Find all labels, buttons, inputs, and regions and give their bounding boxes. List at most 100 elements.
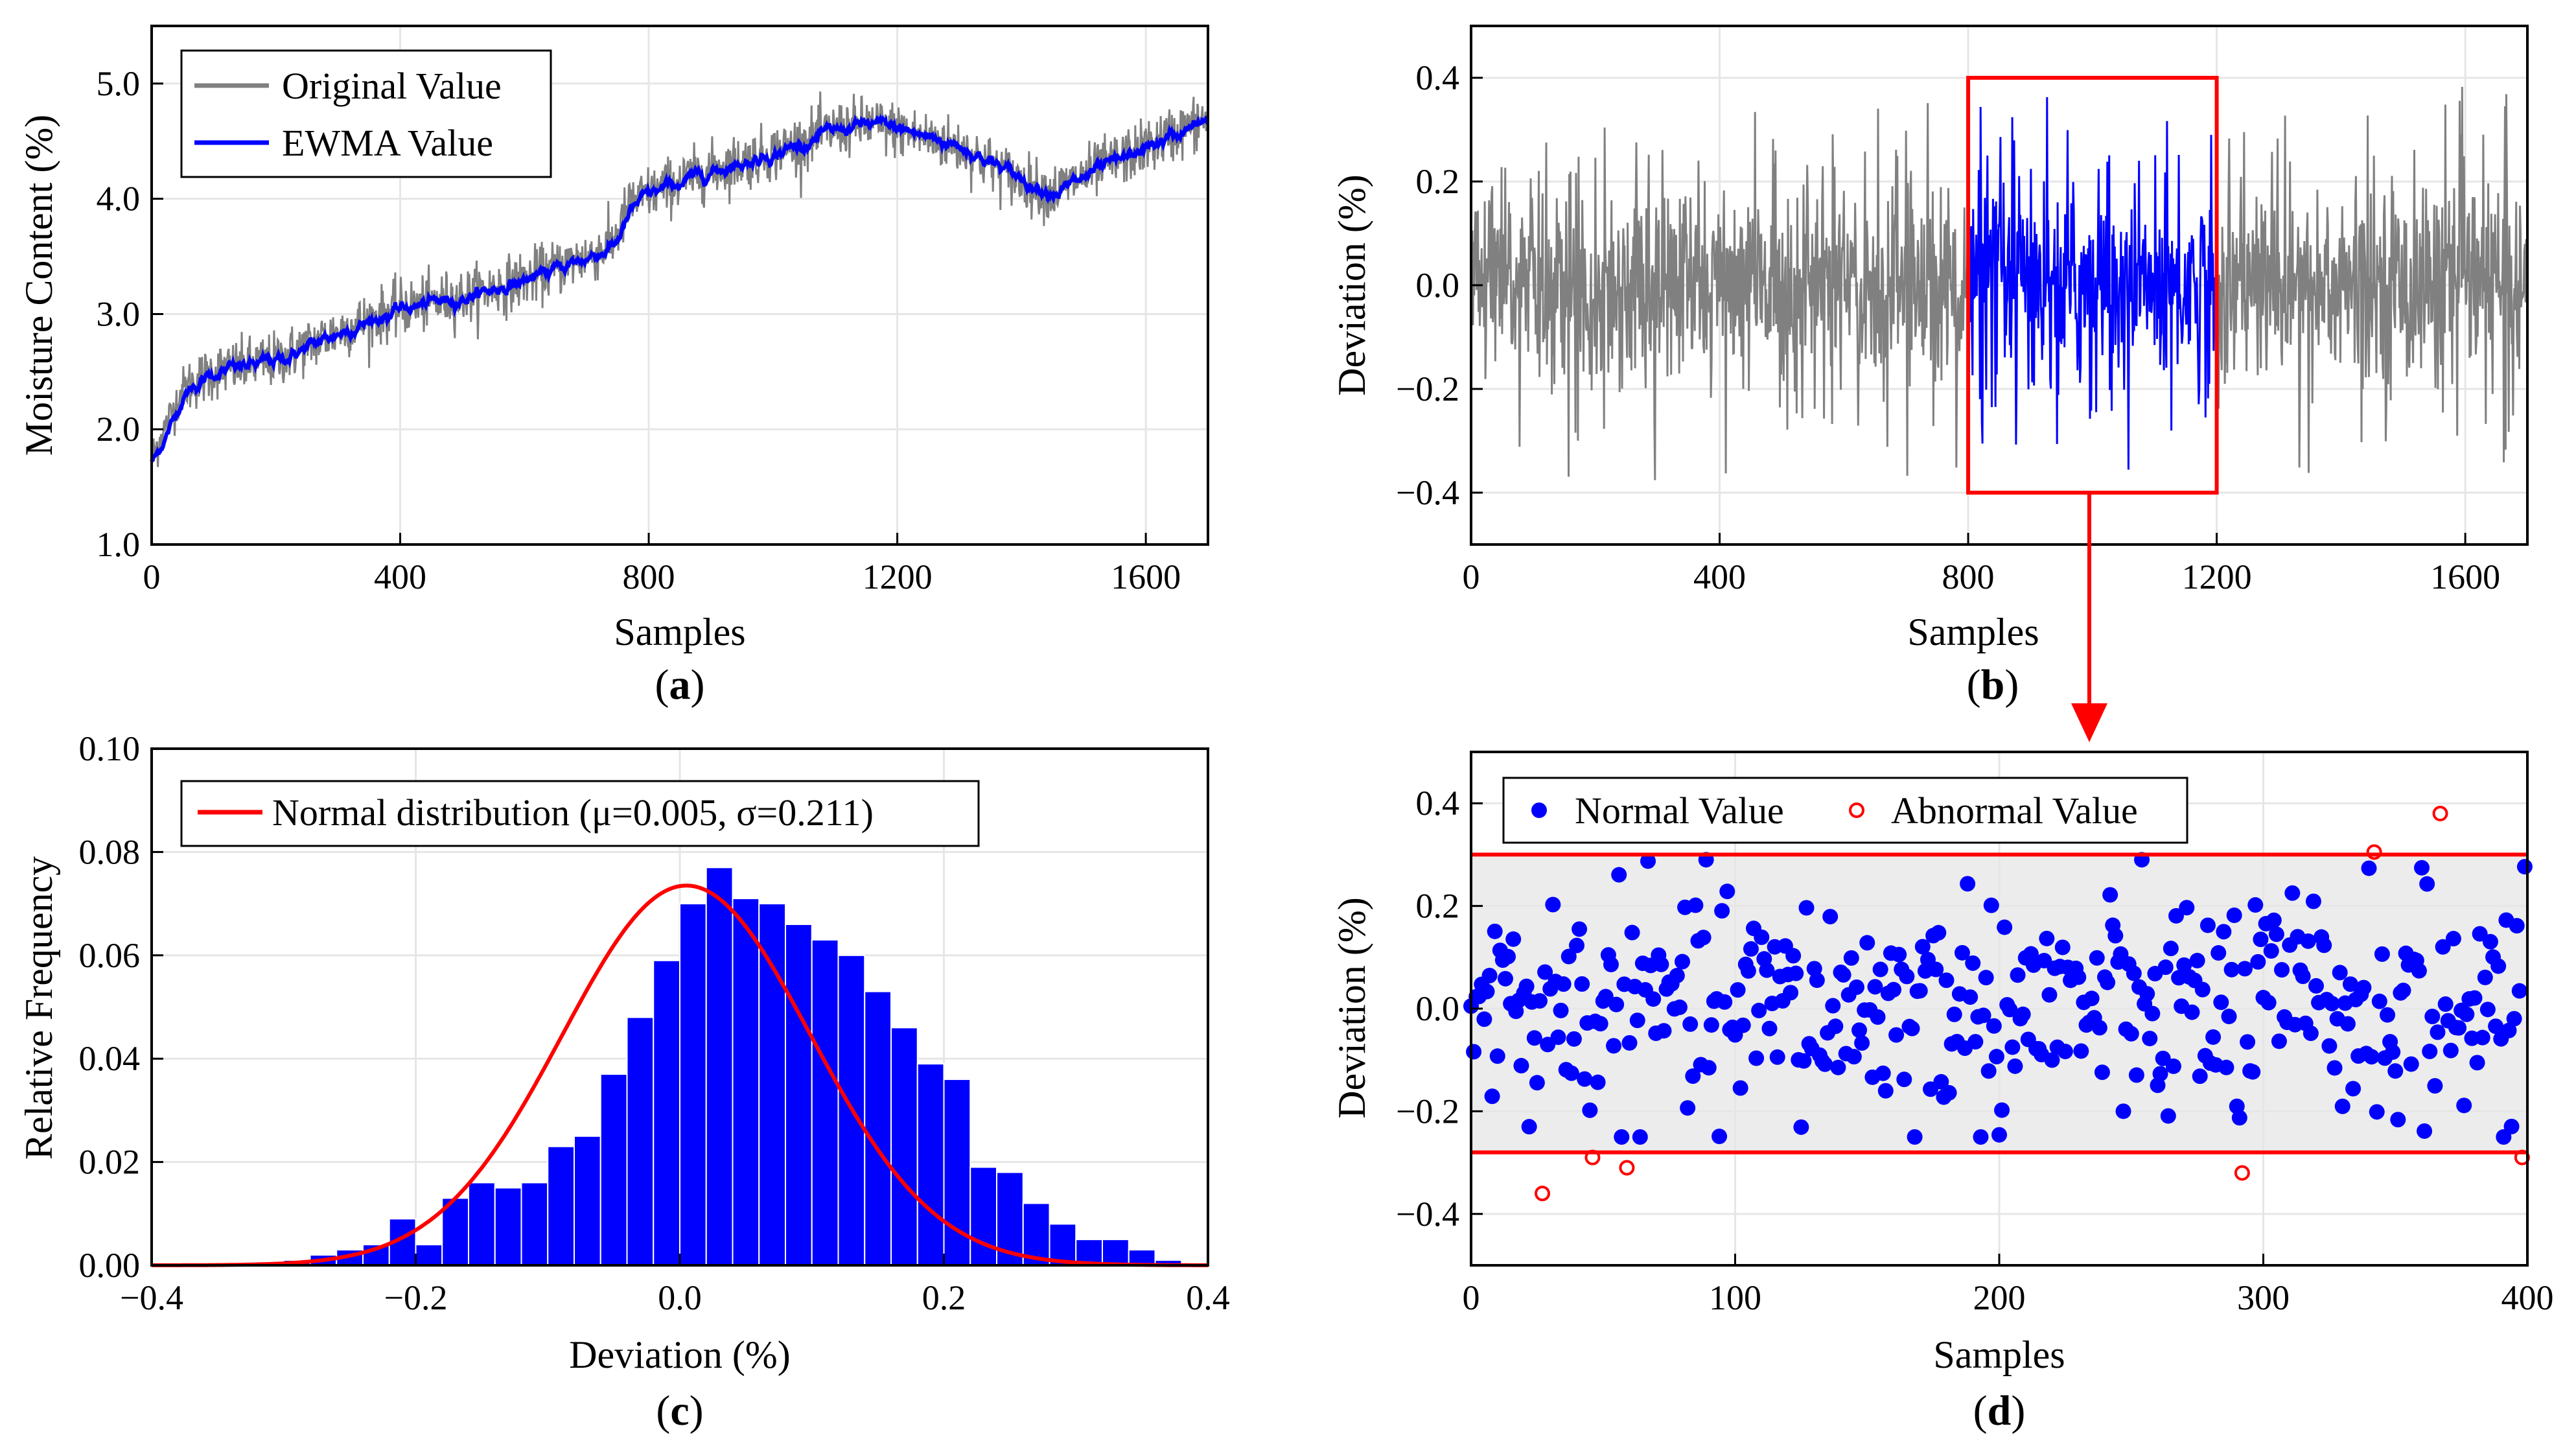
normal-value-point — [1960, 876, 1976, 892]
normal-value-point — [1529, 1075, 1545, 1091]
normal-value-point — [2385, 1044, 2401, 1060]
normal-value-point — [1714, 903, 1730, 919]
normal-value-point — [1740, 963, 1756, 979]
normal-value-point — [1574, 976, 1590, 992]
normal-value-point — [1682, 1016, 1699, 1032]
normal-value-point — [2231, 1110, 2247, 1126]
normal-value-point — [1700, 1060, 1717, 1076]
normal-value-point — [2356, 979, 2372, 996]
panel-b-xtick-label: 1600 — [2430, 557, 2500, 596]
normal-value-point — [2240, 1034, 2256, 1050]
normal-value-point — [2479, 1001, 2496, 1018]
normal-value-point — [2327, 1060, 2343, 1076]
normal-value-point — [1730, 982, 1746, 998]
normal-value-point — [2300, 933, 2316, 949]
panel-d-label: (d) — [1973, 1387, 2026, 1434]
histogram-bar — [441, 1197, 469, 1267]
normal-value-point — [2015, 1006, 2031, 1022]
panel-c-xtick-label: 0.4 — [1186, 1278, 1230, 1317]
panel-d-ticks: 0 100 200 300 400 −0.4 −0.2 0.0 0.2 0.4 — [1396, 784, 2553, 1317]
normal-value-point — [1735, 1017, 1751, 1033]
normal-value-point — [2308, 978, 2324, 994]
normal-value-point — [2247, 897, 2264, 913]
zoom-arrow-head — [2071, 703, 2107, 742]
panel-b-xlabel: Samples — [1907, 611, 2039, 653]
normal-value-point — [2503, 1118, 2520, 1134]
normal-value-point — [2041, 987, 2058, 1003]
normal-value-point — [1561, 948, 1577, 965]
panel-d: 0 100 200 300 400 −0.4 −0.2 0.0 0.2 0.4 Normal Va… — [1330, 751, 2554, 1434]
normal-value-point — [1719, 884, 1735, 900]
normal-value-point — [2371, 993, 2387, 1009]
normal-value-point — [2435, 939, 2451, 955]
legend-marker-normal-value — [1531, 802, 1547, 818]
panel-d-legend-box — [1502, 777, 2188, 844]
panel-a-xtick-label: 400 — [374, 557, 426, 596]
normal-value-point — [1671, 999, 1688, 1015]
normal-value-point — [1994, 1102, 2010, 1118]
series-selected-window-line — [1967, 97, 2218, 470]
normal-value-point — [1899, 968, 1915, 985]
normal-value-point — [1888, 1027, 1905, 1043]
normal-value-point — [2091, 1020, 2107, 1036]
normal-value-point — [2469, 1055, 2485, 1071]
normal-value-point — [2073, 1043, 2089, 1059]
normal-value-point — [1553, 1002, 1569, 1018]
normal-value-point — [1796, 1053, 1812, 1069]
normal-value-point — [2128, 1067, 2144, 1083]
histogram-bar — [468, 1182, 496, 1266]
normal-value-point — [2089, 950, 2105, 966]
normal-value-point — [2039, 930, 2055, 946]
panel-b-plot-content — [1470, 86, 2528, 480]
normal-value-point — [2100, 974, 2116, 990]
normal-value-point — [1675, 954, 1690, 970]
normal-value-point — [2339, 1016, 2356, 1032]
normal-value-point — [1563, 1065, 1579, 1081]
normal-value-point — [1877, 1083, 1894, 1099]
panel-b-xtick-label: 0 — [1463, 557, 1480, 596]
normal-value-point — [1754, 929, 1770, 945]
panel-c-ytick-label: 0.10 — [79, 729, 141, 768]
panel-c-plot-content — [152, 867, 1208, 1267]
panel-c-xtick-label: 0.0 — [658, 1278, 702, 1317]
normal-value-point — [1569, 937, 1584, 954]
normal-value-point — [1590, 1074, 1606, 1090]
normal-value-point — [1680, 1100, 1696, 1116]
panel-b-xtick-label: 1200 — [2182, 557, 2252, 596]
normal-value-point — [2054, 939, 2071, 955]
normal-value-point — [2194, 981, 2210, 998]
normal-value-point — [2144, 1005, 2161, 1022]
legend-label-normal-value: Normal Value — [1575, 790, 1784, 832]
panel-d-ytick-label: 0.0 — [1416, 989, 1460, 1028]
normal-value-point — [2369, 1104, 2385, 1120]
normal-value-point — [1907, 1129, 1923, 1145]
panel-b-ylabel: Deviation (%) — [1330, 174, 1373, 396]
panel-b-ytick-label: −0.2 — [1396, 369, 1459, 408]
normal-value-point — [2390, 1112, 2406, 1128]
normal-value-point — [2139, 986, 2155, 1002]
normal-value-point — [2044, 1052, 2060, 1068]
normal-value-point — [2422, 1044, 2438, 1060]
normal-value-point — [2010, 967, 2026, 983]
normal-value-point — [2152, 1066, 2168, 1082]
normal-value-point — [2451, 1020, 2467, 1036]
normal-value-point — [1978, 970, 1994, 986]
normal-value-point — [2380, 1007, 2396, 1023]
normal-value-point — [2363, 1049, 2380, 1065]
histogram-bar — [890, 1027, 918, 1266]
histogram-bar — [599, 1073, 628, 1266]
normal-value-point — [2456, 1097, 2472, 1114]
panel-a-ytick-label: 3.0 — [97, 294, 141, 333]
legend-label-original: Original Value — [282, 65, 502, 107]
normal-value-point — [1513, 1058, 1529, 1074]
normal-value-point — [1545, 896, 1561, 913]
panel-b-ytick-label: 0.0 — [1416, 266, 1460, 305]
normal-value-point — [1867, 979, 1883, 995]
normal-value-point — [2427, 1078, 2443, 1094]
normal-value-point — [1489, 1048, 1505, 1064]
panel-d-xtick-label: 300 — [2237, 1278, 2290, 1317]
panel-d-xtick-label: 0 — [1463, 1278, 1480, 1317]
histogram-bar — [653, 959, 680, 1267]
histogram-bar — [1049, 1223, 1077, 1266]
panel-c-xtick-label: −0.4 — [120, 1278, 183, 1317]
